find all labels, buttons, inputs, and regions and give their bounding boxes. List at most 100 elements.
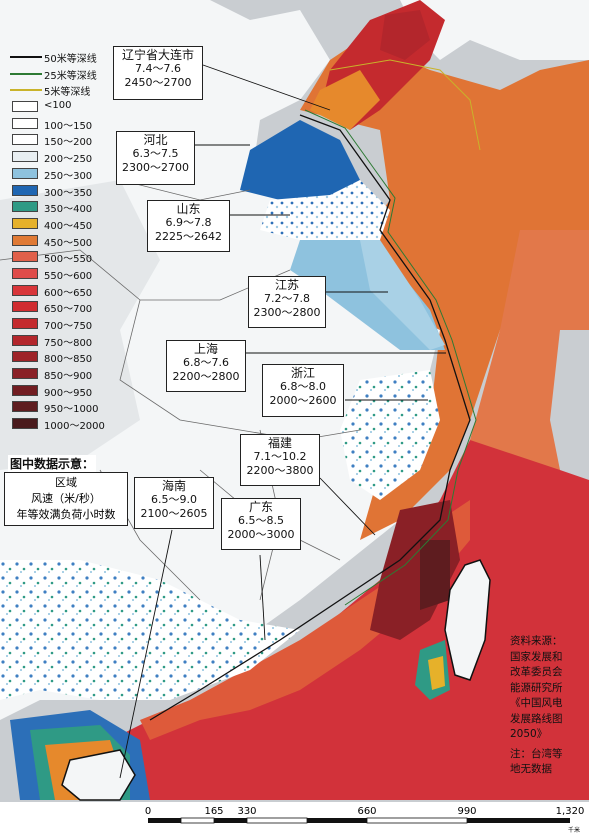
note-line: 地无数据 (510, 763, 552, 775)
coast-speckle-zhejiang (340, 370, 440, 500)
land-gray (0, 180, 160, 470)
scale-bar: 0 165 330 660 990 1,320 千米 (0, 802, 589, 835)
legend-class-label: 550～600 (44, 270, 93, 282)
region-hours: 2000～3000 (227, 528, 295, 541)
legend-color-swatch (12, 267, 38, 279)
legend-class-label: 1000～2000 (44, 421, 105, 433)
note-line: 注：台湾等 (510, 747, 563, 760)
legend-class-label: 350～400 (44, 204, 93, 216)
region-name: 浙江 (290, 366, 315, 380)
legend-color-swatch (12, 117, 38, 129)
legend-class-label: 700～750 (44, 321, 93, 332)
leader-dalian (202, 64, 331, 111)
legend-line-label: 25米等深线 (44, 70, 97, 82)
region-speed: 6.8～8.0 (280, 380, 326, 393)
region-hours: 2200～2800 (172, 370, 240, 383)
legend-color-swatch (12, 318, 38, 329)
region-hours: 2000～2600 (269, 394, 337, 407)
legend-color-swatch (12, 401, 38, 413)
region-name: 山东 (176, 202, 201, 216)
scale-seg (246, 817, 308, 824)
legend-color-swatch (12, 234, 38, 246)
legend-class-item: <100 (4, 98, 122, 115)
legend-class-label: 750～800 (44, 337, 93, 349)
legend-class-item: 200～250 (4, 148, 122, 165)
sample-line-hours: 年等效满负荷小时数 (16, 508, 116, 521)
region-speed: 6.9～7.8 (165, 216, 212, 229)
sea-bohai-deep (380, 10, 430, 60)
legend-class-item: 950～1000 (4, 398, 122, 415)
map-legend: 50米等深线 25米等深线 5米等深线 <100 100～150 150～200 200～2… (4, 48, 122, 432)
label-dalian: 辽宁省大连市 7.4～7.6 2450～2700 (113, 46, 203, 100)
region-hours: 2300～2800 (253, 306, 321, 319)
sample-title: 图中数据示意： (8, 455, 97, 472)
scale-seg (307, 818, 367, 823)
region-name: 辽宁省大连市 (121, 48, 194, 62)
legend-class-label: 600～650 (44, 287, 93, 299)
legend-class-item: 650～700 (4, 298, 122, 315)
legend-class-item: 850～900 (4, 365, 122, 382)
legend-class-item: 300～350 (4, 182, 122, 199)
legend-class-item: 700～750 (4, 315, 122, 332)
legend-color-swatch (12, 201, 38, 213)
region-speed: 7.4～7.6 (135, 62, 181, 75)
region-speed: 6.3～7.5 (132, 147, 179, 160)
legend-class-item: 150～200 (4, 131, 122, 148)
legend-class-item: 800～850 (4, 348, 122, 365)
region-hours: 2100～2605 (140, 507, 208, 520)
scale-tick: 990 (457, 806, 476, 817)
label-hebei: 河北 6.3～7.5 2300～2700 (116, 131, 195, 185)
region-name: 河北 (143, 133, 168, 147)
hebei-blue (240, 120, 360, 200)
land-northeast (400, 0, 589, 60)
region-name: 广东 (248, 500, 273, 514)
label-jiangsu: 江苏 7.2～7.8 2300～2800 (248, 276, 326, 328)
legend-line-label: 50米等深线 (44, 54, 97, 65)
legend-class-label: 650～700 (44, 304, 93, 316)
legend-class-label: 850～900 (44, 371, 93, 383)
legend-class-item: 400～450 (4, 215, 122, 232)
legend-color-swatch (12, 301, 38, 313)
legend-color-swatch (12, 334, 38, 346)
source-line: 能源研究所 (510, 681, 563, 694)
scale-seg (467, 818, 570, 823)
legend-color-swatch (12, 418, 38, 430)
label-zhejiang: 浙江 6.8～8.0 2000～2600 (262, 364, 344, 417)
legend-color-swatch (12, 151, 38, 163)
legend-class-item: 900～950 (4, 382, 122, 399)
region-speed: 7.2～7.8 (264, 292, 310, 305)
legend-line-item: 25米等深线 (4, 65, 122, 82)
sea-taiwan-strait (370, 500, 460, 640)
coast-speckle-south (0, 560, 300, 700)
legend-color-swatch (12, 184, 38, 196)
leader-guangdong (259, 554, 266, 641)
source-line: 2050》 (510, 728, 548, 740)
legend-color-swatch (12, 217, 38, 229)
region-name: 上海 (193, 342, 218, 356)
sample-box: 区域 风速（米/秒） 年等效满负荷小时数 (4, 472, 128, 526)
legend-class-label: 100～150 (44, 120, 93, 132)
taiwan-island (444, 559, 491, 681)
legend-class-label: 500～550 (44, 254, 93, 266)
sea-orange (300, 40, 589, 540)
region-name: 江苏 (274, 278, 299, 292)
scale-tick: 660 (357, 806, 376, 817)
legend-class-item: 750～800 (4, 332, 122, 349)
legend-line-label: 5米等深线 (44, 87, 91, 99)
legend-class-item: 250～300 (4, 165, 122, 182)
leader-fujian (319, 477, 376, 536)
region-hours: 2200～3800 (246, 464, 314, 477)
legend-class-item: 100～150 (4, 115, 122, 132)
scale-tick: 330 (237, 806, 256, 817)
legend-class-label: 900～950 (44, 387, 93, 399)
jiangsu-coast (360, 240, 445, 350)
legend-class-label: 800～850 (44, 354, 93, 366)
legend-color-swatch (12, 351, 38, 363)
legend-class-label: 250～300 (44, 170, 93, 182)
legend-line-swatch (10, 72, 42, 75)
scale-seg (180, 817, 215, 824)
depth-line-50m (149, 114, 471, 721)
depth-line-5m (329, 59, 481, 151)
legend-class-item: 600～650 (4, 282, 122, 299)
legend-class-item: 1000～2000 (4, 415, 122, 432)
